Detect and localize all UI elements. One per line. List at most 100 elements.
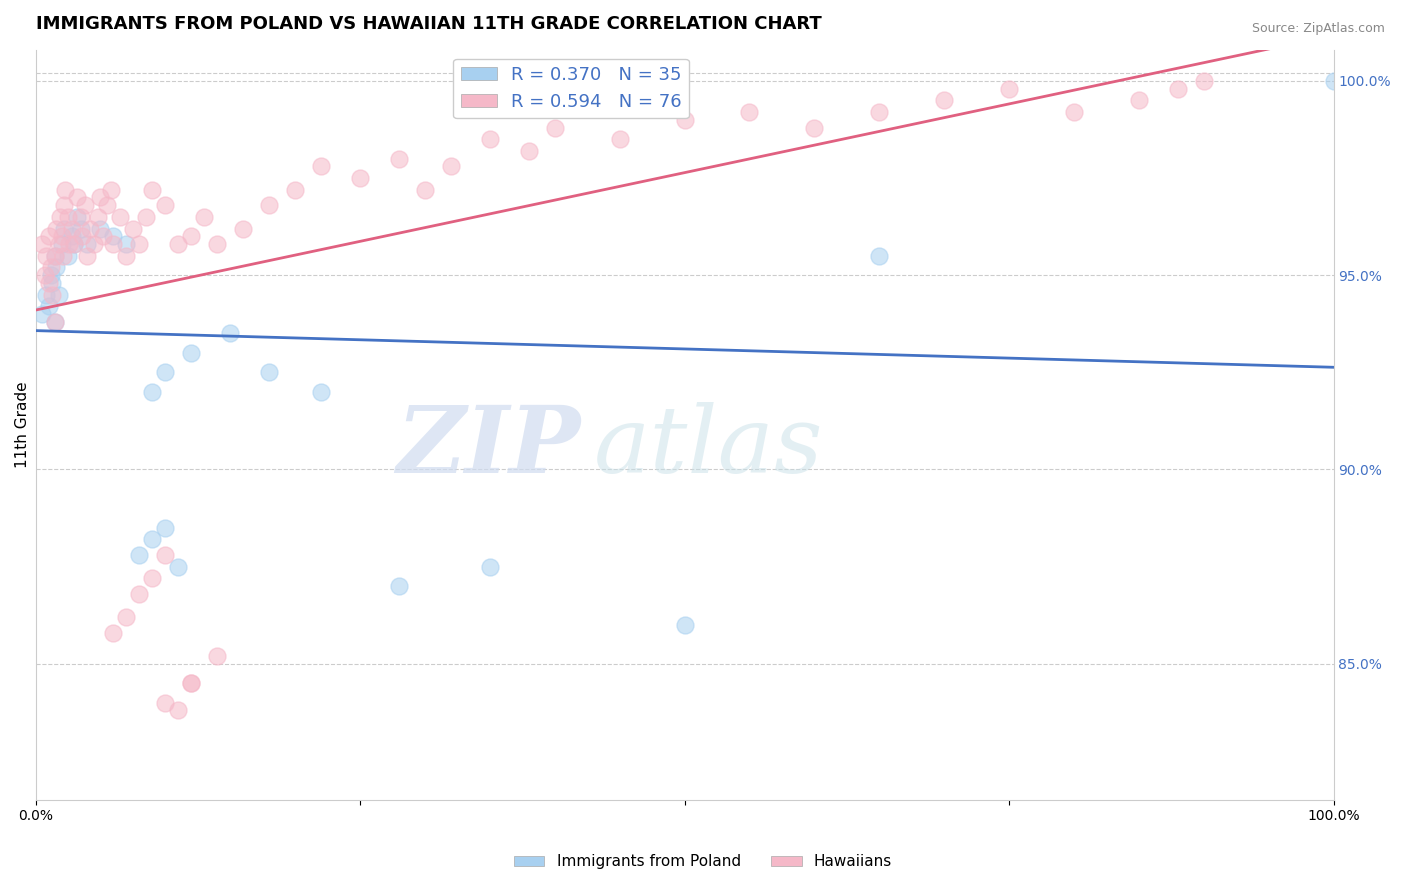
Point <box>180 229 202 244</box>
Point <box>998 81 1021 95</box>
Point <box>89 221 111 235</box>
Point <box>39 260 62 275</box>
Point <box>115 237 138 252</box>
Point <box>673 618 696 632</box>
Legend: R = 0.370   N = 35, R = 0.594   N = 76: R = 0.370 N = 35, R = 0.594 N = 76 <box>454 59 689 119</box>
Point <box>44 249 66 263</box>
Point <box>41 276 63 290</box>
Point <box>31 307 53 321</box>
Point <box>868 105 890 120</box>
Point <box>79 221 101 235</box>
Point <box>76 249 98 263</box>
Point <box>44 315 66 329</box>
Point <box>51 237 73 252</box>
Point <box>141 533 163 547</box>
Point <box>180 346 202 360</box>
Point <box>128 587 150 601</box>
Point <box>35 249 58 263</box>
Point <box>48 287 70 301</box>
Y-axis label: 11th Grade: 11th Grade <box>15 382 30 468</box>
Point <box>39 268 62 283</box>
Point <box>115 249 138 263</box>
Point <box>167 237 190 252</box>
Point <box>96 198 118 212</box>
Point <box>108 210 131 224</box>
Point <box>72 229 94 244</box>
Point <box>70 210 93 224</box>
Point <box>257 365 280 379</box>
Point <box>38 229 60 244</box>
Text: atlas: atlas <box>593 402 823 492</box>
Point <box>34 268 56 283</box>
Point <box>35 287 58 301</box>
Point <box>60 221 83 235</box>
Point <box>309 384 332 399</box>
Point <box>89 190 111 204</box>
Point <box>51 229 73 244</box>
Point <box>193 210 215 224</box>
Point <box>232 221 254 235</box>
Point <box>155 365 177 379</box>
Point <box>56 249 79 263</box>
Point <box>103 625 125 640</box>
Point <box>56 210 79 224</box>
Point <box>48 237 70 252</box>
Point <box>45 260 67 275</box>
Point <box>413 183 436 197</box>
Point <box>103 229 125 244</box>
Point <box>309 160 332 174</box>
Point <box>673 112 696 127</box>
Point <box>738 105 761 120</box>
Point <box>167 703 190 717</box>
Point <box>70 221 93 235</box>
Point <box>63 237 86 252</box>
Point <box>141 183 163 197</box>
Point <box>349 171 371 186</box>
Point <box>932 93 955 107</box>
Point <box>31 237 53 252</box>
Point <box>91 229 114 244</box>
Point <box>73 198 96 212</box>
Point <box>41 287 63 301</box>
Point <box>388 152 411 166</box>
Text: Source: ZipAtlas.com: Source: ZipAtlas.com <box>1251 22 1385 36</box>
Point <box>122 221 145 235</box>
Point <box>155 696 177 710</box>
Point <box>55 183 77 197</box>
Point <box>478 132 501 146</box>
Point <box>66 210 89 224</box>
Point <box>60 229 83 244</box>
Point <box>100 183 122 197</box>
Point <box>128 548 150 562</box>
Text: IMMIGRANTS FROM POLAND VS HAWAIIAN 11TH GRADE CORRELATION CHART: IMMIGRANTS FROM POLAND VS HAWAIIAN 11TH … <box>35 15 821 33</box>
Point <box>1192 74 1215 88</box>
Point <box>103 237 125 252</box>
Point <box>155 198 177 212</box>
Point <box>284 183 307 197</box>
Point <box>478 559 501 574</box>
Point <box>87 210 110 224</box>
Point <box>44 315 66 329</box>
Point <box>115 610 138 624</box>
Point <box>440 160 463 174</box>
Point <box>1128 93 1150 107</box>
Point <box>180 676 202 690</box>
Point <box>257 198 280 212</box>
Point <box>49 210 72 224</box>
Point <box>38 276 60 290</box>
Point <box>83 237 105 252</box>
Point <box>45 221 67 235</box>
Point <box>219 326 242 341</box>
Point <box>128 237 150 252</box>
Point <box>180 676 202 690</box>
Point <box>609 132 631 146</box>
Point <box>155 521 177 535</box>
Point <box>63 237 86 252</box>
Point <box>76 237 98 252</box>
Point <box>388 579 411 593</box>
Point <box>544 120 567 135</box>
Point <box>1167 81 1189 95</box>
Point <box>155 548 177 562</box>
Point <box>1063 105 1085 120</box>
Point <box>868 249 890 263</box>
